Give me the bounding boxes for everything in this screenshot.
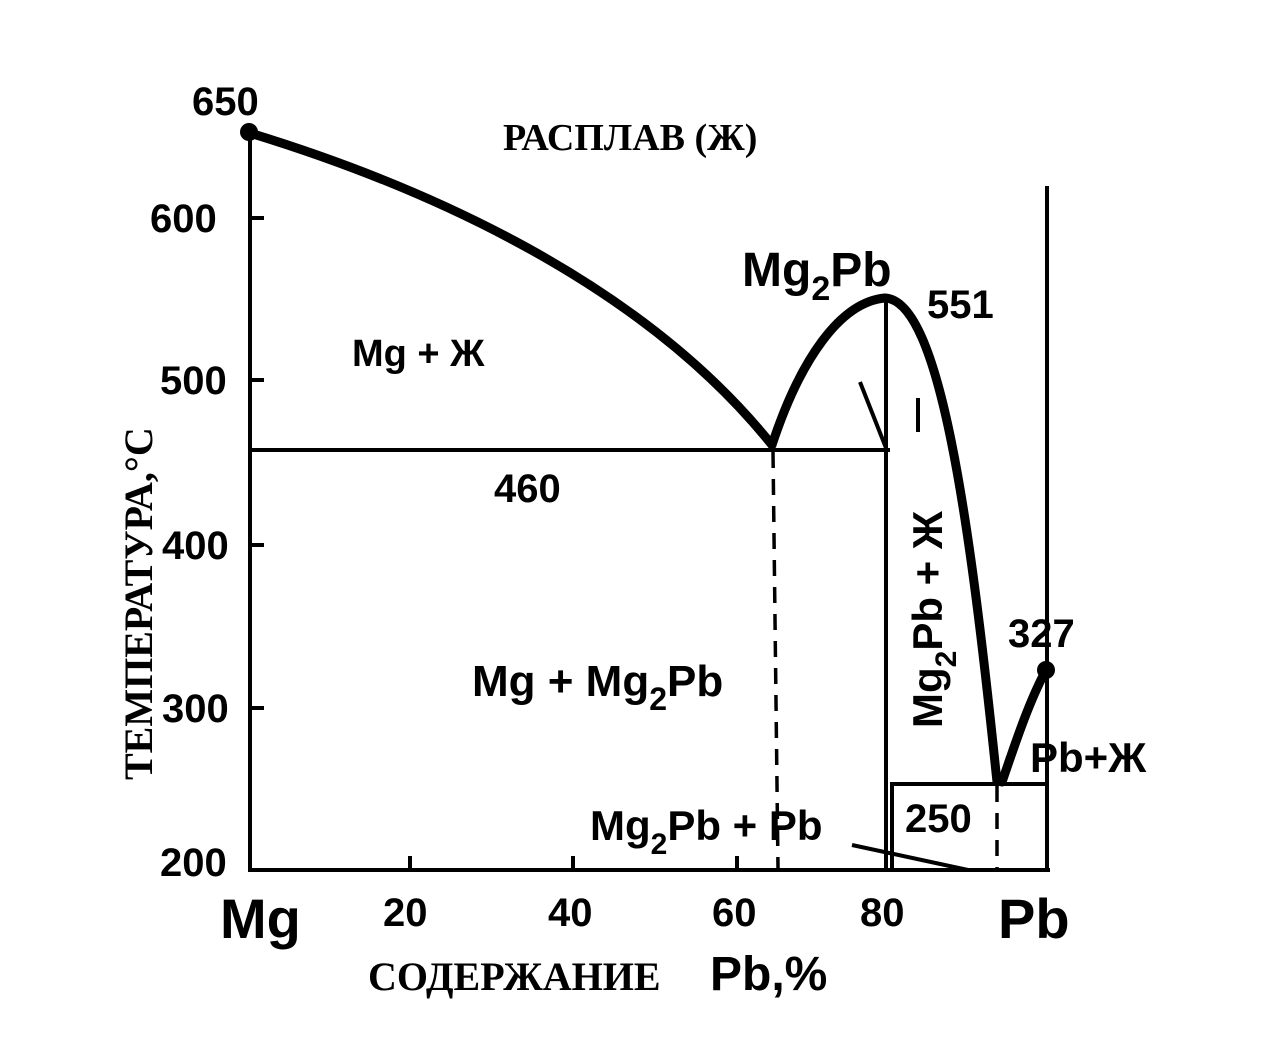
phase-label-compound-liquid-sub: 2 bbox=[930, 651, 963, 668]
mg-melting-point bbox=[240, 123, 258, 141]
phase-label-mg-compound-base1: Mg + Mg bbox=[472, 657, 649, 706]
x-axis-right-end: Pb bbox=[998, 887, 1070, 950]
eutectic-box-250 bbox=[890, 782, 1046, 868]
pointer-compound-liquid bbox=[858, 381, 888, 449]
compound-melting-value: 551 bbox=[927, 283, 994, 327]
x-axis-label-element: Pb,% bbox=[710, 948, 827, 1001]
x-axis-label-text: СОДЕРЖАНИЕ bbox=[368, 954, 661, 999]
phase-label-mg-compound: Mg + Mg2Pb bbox=[472, 657, 723, 717]
liquidus-mg-side bbox=[245, 128, 777, 450]
pb-melting-value: 327 bbox=[1008, 612, 1075, 656]
pb-melting-point bbox=[1037, 661, 1055, 679]
pointer-compound-pb bbox=[851, 843, 969, 872]
eutectic-250-value: 250 bbox=[905, 797, 972, 841]
melt-region-label: РАСПЛАВ (Ж) bbox=[503, 117, 757, 159]
phase-label-compound-liquid-base2: Pb + Ж bbox=[904, 510, 951, 651]
compound-label: Mg2Pb bbox=[742, 244, 892, 308]
y-tick-label-400: 400 bbox=[162, 524, 229, 568]
x-tick-label-40: 40 bbox=[548, 891, 593, 935]
phase-label-compound-pb-base1: Mg bbox=[590, 802, 651, 849]
x-tick-label-60: 60 bbox=[712, 891, 757, 935]
x-tick-label-80: 80 bbox=[860, 891, 905, 935]
dashed-eutectic-composition bbox=[771, 451, 780, 869]
liquidus-compound-left bbox=[767, 293, 890, 450]
y-tick-label-500: 500 bbox=[160, 359, 227, 403]
y-axis-label: ТЕМПЕРАТУРА,°С bbox=[116, 427, 161, 780]
y-tick-label-200: 200 bbox=[160, 841, 227, 885]
phase-label-pb-liquid: Pb+Ж bbox=[1030, 734, 1147, 781]
mg-melting-value: 650 bbox=[192, 80, 259, 124]
phase-label-mg-compound-sub: 2 bbox=[649, 681, 667, 717]
phase-label-mg-liquid: Mg + Ж bbox=[352, 333, 485, 375]
x-axis-left-end: Mg bbox=[220, 887, 301, 950]
phase-label-compound-liquid-base1: Mg bbox=[904, 667, 951, 728]
compound-label-base2: Pb bbox=[830, 244, 891, 297]
phase-label-compound-liquid: Mg2Pb + Ж bbox=[904, 510, 963, 728]
x-tick-label-20: 20 bbox=[383, 891, 428, 935]
phase-label-compound-pb-sub: 2 bbox=[651, 828, 668, 861]
eutectic-460-value: 460 bbox=[494, 467, 561, 511]
phase-label-mg-compound-base2: Pb bbox=[667, 657, 723, 706]
compound-label-base1: Mg bbox=[742, 244, 811, 297]
y-tick-label-300: 300 bbox=[162, 687, 229, 731]
liquidus-pb-side bbox=[997, 665, 1051, 787]
liquidus-compound-right bbox=[880, 293, 1002, 787]
y-tick-label-600: 600 bbox=[150, 197, 217, 241]
compound-label-sub: 2 bbox=[811, 270, 830, 308]
phase-label-compound-pb-base2: Pb + Pb bbox=[667, 802, 822, 849]
phase-label-compound-pb: Mg2Pb + Pb bbox=[590, 802, 823, 861]
